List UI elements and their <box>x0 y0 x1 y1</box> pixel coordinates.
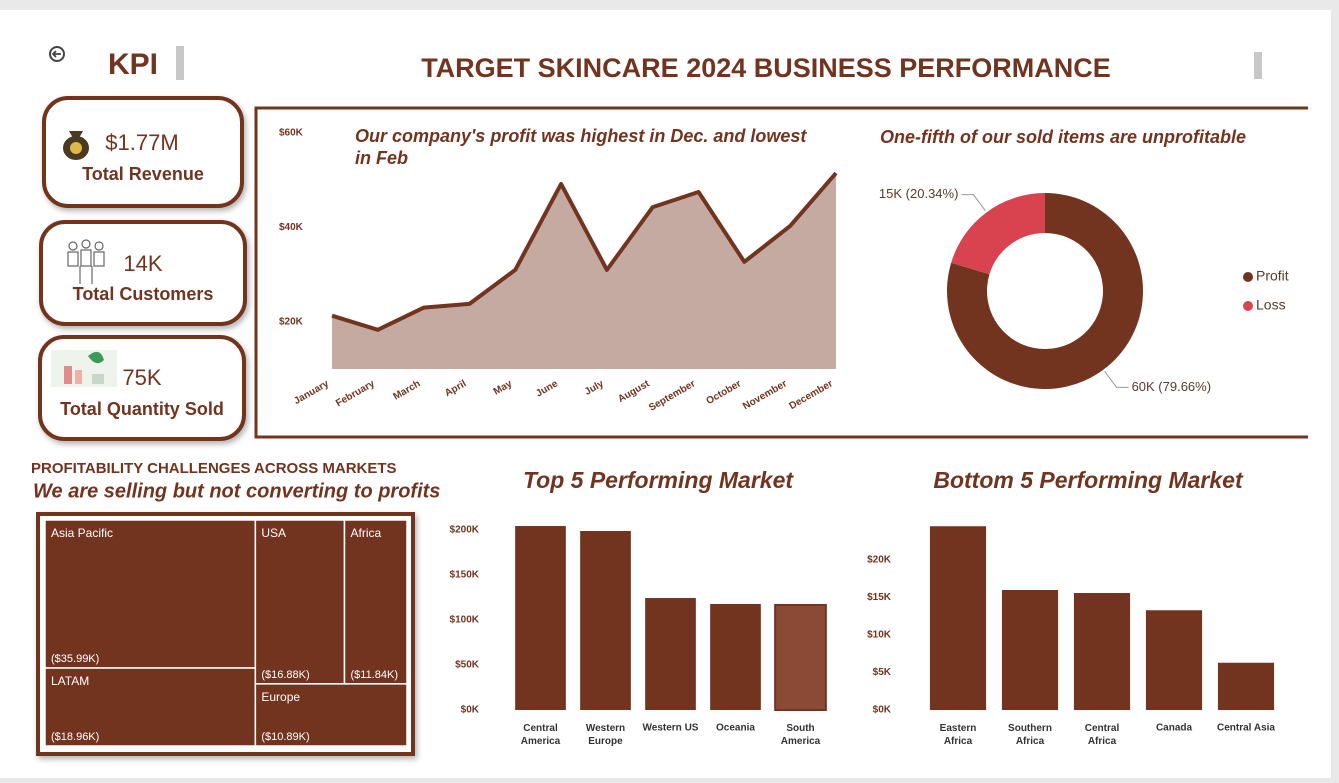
tile-value: ($16.88K) <box>261 669 309 681</box>
y-tick-label: $50K <box>455 660 480 671</box>
y-tick-label: $200K <box>450 525 480 536</box>
area <box>332 173 836 369</box>
bar <box>645 598 696 710</box>
section-title: PROFITABILITY CHALLENGES ACROSS MARKETS <box>31 460 397 477</box>
treemap-tile <box>44 667 257 747</box>
back-button[interactable] <box>49 46 65 62</box>
dashboard-title: TARGET SKINCARE 2024 BUSINESS PERFORMANC… <box>421 53 1111 83</box>
tile-value: ($10.89K) <box>261 731 309 743</box>
panel-frame <box>254 106 1308 439</box>
bar <box>580 530 631 710</box>
y-tick-label: $10K <box>867 630 892 641</box>
kpi-value: $1.77M <box>105 130 178 155</box>
y-tick-label: $150K <box>450 570 480 581</box>
x-tick-label: Central Africa <box>1085 723 1120 747</box>
bar <box>1073 593 1131 710</box>
y-tick-label: $40K <box>279 222 304 233</box>
y-tick-label: $0K <box>873 705 892 716</box>
kpi-value: 14K <box>123 251 162 276</box>
money-bag-icon <box>63 131 89 160</box>
x-tick-label: Western Europe <box>586 723 625 747</box>
y-tick-label: $100K <box>450 615 480 626</box>
treemap-tile <box>44 519 257 669</box>
x-tick-label: Central America <box>521 723 561 747</box>
data-label: 15K (20.34%) <box>879 186 959 201</box>
divider <box>176 46 184 80</box>
bar <box>774 603 827 711</box>
chart-title: Top 5 Performing Market <box>523 467 794 493</box>
y-tick-label: $60K <box>279 128 304 139</box>
x-tick-label: Southern Africa <box>1008 723 1052 747</box>
leader-line <box>1104 370 1129 388</box>
donut-slice <box>947 193 1143 389</box>
chart-title: Bottom 5 Performing Market <box>933 467 1244 493</box>
chart-title: One-fifth of our sold items are unprofit… <box>880 127 1246 147</box>
y-tick-label: $20K <box>279 316 304 327</box>
kpi-value: 75K <box>122 365 161 390</box>
leader-line <box>961 194 986 212</box>
bar <box>929 526 987 710</box>
kpi-label: Total Quantity Sold <box>60 399 224 419</box>
tile-value: ($35.99K) <box>51 653 99 665</box>
treemap-tile <box>254 683 408 747</box>
y-tick-label: $15K <box>867 592 892 603</box>
kpi-label: Total Customers <box>73 284 214 304</box>
section-subtitle: We are selling but not converting to pro… <box>33 480 440 502</box>
tile-value: ($18.96K) <box>51 731 99 743</box>
kpi-label: KPI <box>108 48 158 81</box>
treemap-tile <box>343 519 408 685</box>
data-label: 60K (79.66%) <box>1132 379 1212 394</box>
bar <box>515 526 566 710</box>
legend-label: Profit <box>1256 268 1289 284</box>
y-tick-label: $0K <box>461 705 480 716</box>
legend-swatch <box>1243 301 1253 311</box>
tile-value: ($11.84K) <box>350 669 398 681</box>
kpi-label: Total Revenue <box>82 164 204 184</box>
x-tick-label: Central Asia <box>1217 723 1275 734</box>
x-tick-label: Eastern Africa <box>940 723 977 747</box>
tile-label: Europe <box>261 690 300 704</box>
tile-label: LATAM <box>51 674 89 688</box>
skincare-icon <box>51 350 117 387</box>
kpi-card <box>42 96 244 208</box>
tile-label: Asia Pacific <box>51 526 113 540</box>
legend-swatch <box>1243 272 1253 282</box>
back-arrow <box>51 50 61 58</box>
chart-title: Our company's profit was highest in Dec.… <box>355 126 807 168</box>
tile-label: Africa <box>350 526 381 540</box>
x-tick-label: Western US <box>643 723 699 734</box>
tile-label: USA <box>261 526 286 540</box>
y-tick-label: $20K <box>867 555 892 566</box>
bar <box>1217 662 1275 710</box>
bar <box>710 603 761 710</box>
x-tick-label: South America <box>781 723 821 747</box>
customers-icon <box>67 239 105 284</box>
bar <box>1001 590 1059 710</box>
kpi-card <box>39 220 247 326</box>
x-tick-label: Canada <box>1156 723 1193 734</box>
bar <box>1145 610 1203 710</box>
legend-label: Loss <box>1256 297 1286 313</box>
treemap-tile <box>254 519 346 685</box>
x-tick-label: Oceania <box>716 723 755 734</box>
divider <box>1254 52 1262 79</box>
line <box>331 171 838 332</box>
y-tick-label: $5K <box>873 667 892 678</box>
donut-slice <box>951 193 1045 275</box>
